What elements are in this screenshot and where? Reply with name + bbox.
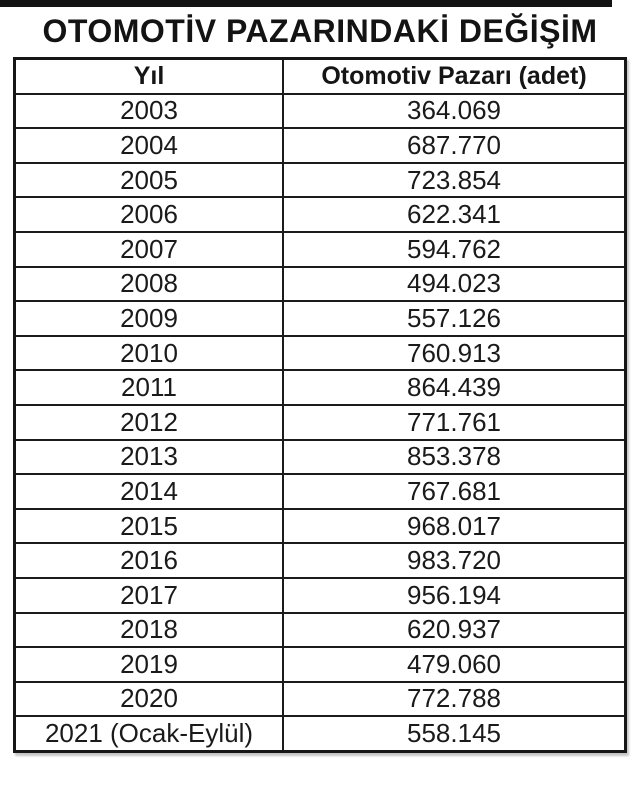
value-cell: 956.194 <box>282 576 627 614</box>
value-cell: 494.023 <box>282 265 627 303</box>
value-cell: 853.378 <box>282 438 627 476</box>
year-cell: 2021 (Ocak-Eylül) <box>13 715 284 753</box>
table-row: 2015 968.017 <box>13 507 627 545</box>
table-row: 2018 620.937 <box>13 611 627 649</box>
year-cell: 2005 <box>13 161 284 199</box>
year-cell: 2012 <box>13 403 284 441</box>
year-cell: 2014 <box>13 473 284 510</box>
table-row: 2012 771.761 <box>13 403 627 441</box>
value-cell: 479.060 <box>282 646 627 683</box>
page-title: OTOMOTİV PAZARINDAKİ DEĞİŞİM <box>42 13 598 49</box>
value-cell: 983.720 <box>282 542 627 579</box>
year-cell: 2013 <box>13 438 284 476</box>
value-cell: 767.681 <box>282 473 627 510</box>
year-cell: 2003 <box>13 92 284 130</box>
year-cell: 2004 <box>13 127 284 164</box>
year-cell: 2009 <box>13 300 284 337</box>
value-cell: 760.913 <box>282 334 627 372</box>
year-cell: 2017 <box>13 576 284 614</box>
table-header-row: Yıl Otomotiv Pazarı (adet) <box>13 57 627 95</box>
table-row: 2021 (Ocak-Eylül) 558.145 <box>13 715 627 753</box>
table-body: 2003 364.069 2004 687.770 2005 723.854 2006 622… <box>13 92 627 753</box>
table-row: 2006 622.341 <box>13 196 627 233</box>
year-cell: 2008 <box>13 265 284 303</box>
value-cell: 558.145 <box>282 715 627 753</box>
table-row: 2005 723.854 <box>13 161 627 199</box>
year-cell: 2019 <box>13 646 284 683</box>
year-cell: 2016 <box>13 542 284 579</box>
column-header-market: Otomotiv Pazarı (adet) <box>282 57 627 95</box>
table-row: 2017 956.194 <box>13 576 627 614</box>
table-row: 2020 772.788 <box>13 680 627 718</box>
table-row: 2010 760.913 <box>13 334 627 372</box>
table-row: 2007 594.762 <box>13 230 627 268</box>
table-row: 2019 479.060 <box>13 646 627 683</box>
table-row: 2008 494.023 <box>13 265 627 303</box>
automotive-market-table: Yıl Otomotiv Pazarı (adet) 2003 364.069 20… <box>13 57 627 753</box>
table-row: 2014 767.681 <box>13 473 627 510</box>
table-row: 2003 364.069 <box>13 92 627 130</box>
value-cell: 364.069 <box>282 92 627 130</box>
value-cell: 723.854 <box>282 161 627 199</box>
table-row: 2016 983.720 <box>13 542 627 579</box>
year-cell: 2011 <box>13 369 284 406</box>
value-cell: 620.937 <box>282 611 627 649</box>
value-cell: 687.770 <box>282 127 627 164</box>
value-cell: 864.439 <box>282 369 627 406</box>
top-divider-bar <box>0 0 612 7</box>
value-cell: 622.341 <box>282 196 627 233</box>
year-cell: 2018 <box>13 611 284 649</box>
year-cell: 2020 <box>13 680 284 718</box>
table-row: 2013 853.378 <box>13 438 627 476</box>
value-cell: 771.761 <box>282 403 627 441</box>
table-row: 2011 864.439 <box>13 369 627 406</box>
value-cell: 968.017 <box>282 507 627 545</box>
table-row: 2004 687.770 <box>13 127 627 164</box>
table-header: Yıl Otomotiv Pazarı (adet) <box>13 57 627 95</box>
year-cell: 2015 <box>13 507 284 545</box>
year-cell: 2007 <box>13 230 284 268</box>
column-header-year: Yıl <box>13 57 284 95</box>
table-row: 2009 557.126 <box>13 300 627 337</box>
value-cell: 594.762 <box>282 230 627 268</box>
year-cell: 2010 <box>13 334 284 372</box>
value-cell: 772.788 <box>282 680 627 718</box>
value-cell: 557.126 <box>282 300 627 337</box>
year-cell: 2006 <box>13 196 284 233</box>
